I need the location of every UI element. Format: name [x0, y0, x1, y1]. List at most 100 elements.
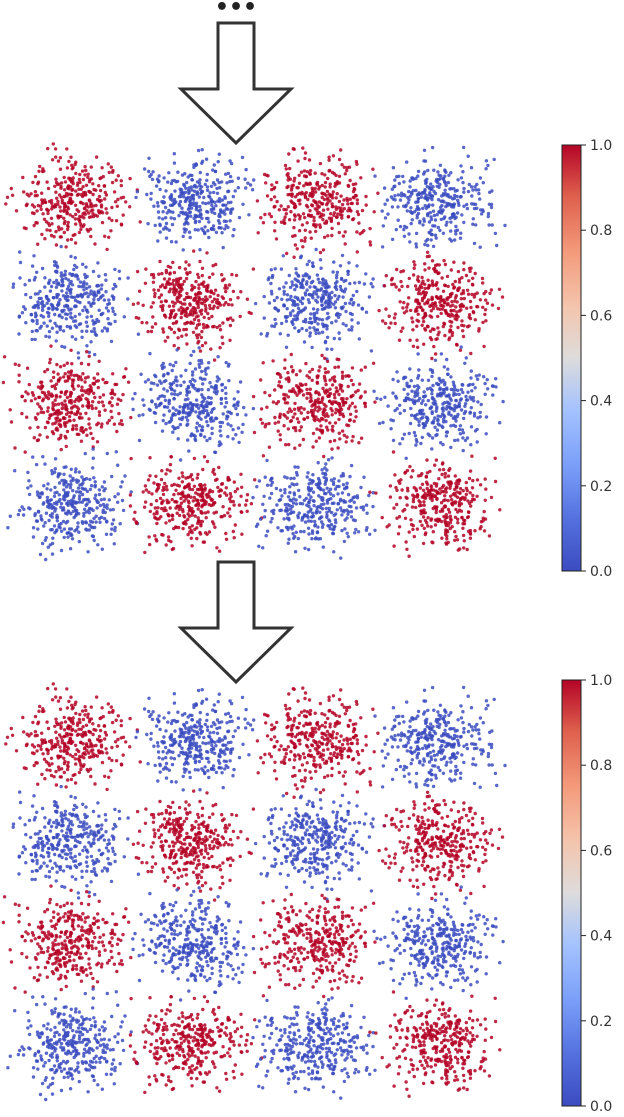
- scatter-point: [393, 408, 397, 413]
- scatter-point: [102, 489, 106, 493]
- scatter-point: [47, 393, 51, 397]
- scatter-point: [313, 398, 318, 403]
- scatter-point: [134, 195, 138, 200]
- scatter-point: [316, 482, 321, 486]
- scatter-point: [226, 317, 230, 322]
- scatter-point: [174, 408, 178, 412]
- scatter-point: [60, 289, 64, 293]
- scatter-point: [283, 221, 287, 225]
- scatter-point: [113, 267, 117, 272]
- scatter-point: [284, 377, 288, 381]
- scatter-point: [438, 177, 442, 181]
- scatter-point: [31, 393, 36, 397]
- scatter-point: [452, 385, 457, 389]
- scatter-point: [336, 365, 341, 369]
- scatter-point: [86, 310, 90, 314]
- scatter-point: [324, 418, 328, 423]
- scatter-point: [422, 148, 427, 152]
- scatter-point: [462, 261, 466, 265]
- scatter-point: [325, 283, 329, 287]
- scatter-point: [443, 300, 447, 305]
- scatter-point: [149, 381, 154, 385]
- scatter-point: [185, 180, 189, 185]
- scatter-point: [239, 290, 243, 294]
- scatter-point: [174, 282, 179, 286]
- scatter-point: [228, 219, 232, 223]
- scatter-point: [275, 295, 279, 300]
- scatter-point: [309, 393, 313, 397]
- scatter-point: [184, 186, 188, 190]
- scatter-point: [60, 310, 64, 314]
- scatter-point: [211, 306, 215, 311]
- scatter-point: [320, 183, 324, 188]
- scatter-point: [423, 204, 427, 208]
- scatter-point: [432, 327, 436, 332]
- scatter-point: [63, 434, 67, 439]
- scatter-point: [204, 372, 208, 376]
- scatter-point: [343, 172, 347, 176]
- scatter-point: [96, 543, 100, 547]
- scatter-point: [87, 422, 91, 426]
- scatter-point: [179, 496, 183, 501]
- scatter-point: [89, 386, 93, 390]
- scatter-point: [218, 494, 222, 498]
- scatter-point: [157, 174, 161, 178]
- scatter-point: [467, 182, 471, 187]
- scatter-point: [487, 223, 491, 227]
- scatter-point: [324, 462, 328, 466]
- scatter-point: [143, 484, 148, 488]
- scatter-point: [62, 465, 66, 469]
- scatter-point: [55, 196, 59, 200]
- scatter-point: [311, 511, 315, 515]
- scatter-point: [392, 316, 397, 320]
- scatter-point: [50, 394, 55, 398]
- scatter-point: [192, 165, 196, 170]
- scatter-point: [186, 494, 191, 499]
- scatter-point: [414, 443, 418, 447]
- scatter-point: [83, 272, 87, 277]
- scatter-point: [329, 212, 333, 216]
- scatter-point: [104, 306, 109, 310]
- scatter-point: [346, 215, 350, 219]
- scatter-point: [453, 538, 457, 542]
- scatter-point: [56, 225, 61, 229]
- scatter-point: [163, 405, 167, 409]
- scatter-point: [142, 403, 146, 407]
- scatter-point: [293, 412, 297, 416]
- scatter-point: [334, 276, 339, 280]
- scatter-point: [76, 356, 81, 360]
- scatter-point: [297, 181, 302, 185]
- scatter-point: [213, 501, 217, 505]
- scatter-point: [208, 381, 212, 385]
- scatter-point: [422, 390, 426, 394]
- scatter-point: [166, 335, 170, 339]
- scatter-point: [50, 515, 54, 519]
- scatter-point: [456, 412, 460, 417]
- scatter-point: [75, 208, 79, 212]
- scatter-point: [78, 412, 83, 416]
- scatter-point: [91, 447, 95, 451]
- scatter-point: [243, 177, 247, 181]
- scatter-point: [310, 186, 314, 190]
- scatter-point: [59, 184, 63, 189]
- scatter-point: [10, 193, 15, 197]
- scatter-point: [199, 428, 204, 432]
- scatter-point: [40, 308, 45, 312]
- scatter-point: [110, 218, 114, 223]
- scatter-point: [295, 296, 300, 300]
- scatter-point: [387, 326, 391, 330]
- scatter-point: [293, 287, 297, 292]
- scatter-point: [365, 526, 369, 530]
- scatter-point: [354, 159, 359, 164]
- scatter-point: [380, 209, 384, 213]
- scatter-point: [500, 295, 505, 299]
- scatter-point: [59, 390, 64, 394]
- scatter-point: [178, 405, 182, 409]
- scatter-point: [54, 393, 58, 398]
- scatter-point: [135, 521, 139, 525]
- scatter-point: [240, 510, 244, 514]
- scatter-point: [41, 212, 45, 216]
- scatter-point: [212, 207, 216, 211]
- scatter-point: [431, 383, 435, 388]
- scatter-point: [217, 152, 221, 156]
